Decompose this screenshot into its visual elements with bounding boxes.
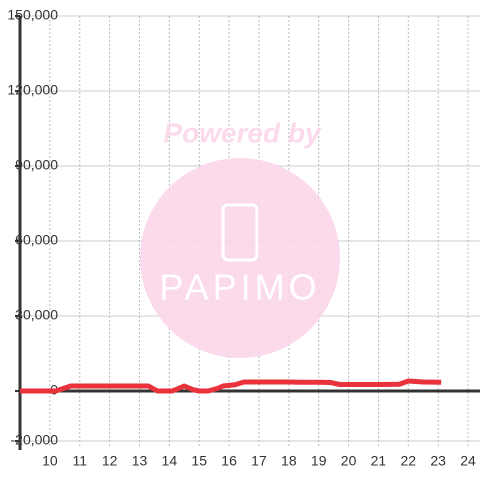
y-tick-label: 150,000 [7,7,58,23]
x-tick-label: 12 [102,453,118,469]
y-tick-label: 120,000 [7,82,58,98]
x-tick-label: 13 [132,453,148,469]
x-tick-label: 23 [430,453,446,469]
watermark: Powered by PAPIMO [140,117,340,358]
watermark-logo: PAPIMO [159,267,320,308]
x-tick-label: 22 [401,453,417,469]
x-tick-label: 14 [162,453,178,469]
x-tick-label: 10 [42,453,58,469]
y-tick-label: 90,000 [15,157,58,173]
watermark-circle [140,158,340,358]
x-tick-label: 20 [341,453,357,469]
x-tick-label: 15 [191,453,207,469]
watermark-phone [221,203,259,262]
x-tick-label: 17 [251,453,267,469]
y-tick-label: 60,000 [15,232,58,248]
x-tick-label: 16 [221,453,237,469]
x-tick-label: 24 [460,453,476,469]
watermark-text: Powered by [163,117,322,148]
x-tick-label: 19 [311,453,327,469]
x-tick-label: 21 [371,453,387,469]
y-tick-label: -20,000 [11,432,59,448]
series-line [20,378,442,394]
x-tick-label: 11 [72,453,87,469]
x-tick-label: 18 [281,453,297,469]
y-tick-label: 30,000 [15,307,58,323]
